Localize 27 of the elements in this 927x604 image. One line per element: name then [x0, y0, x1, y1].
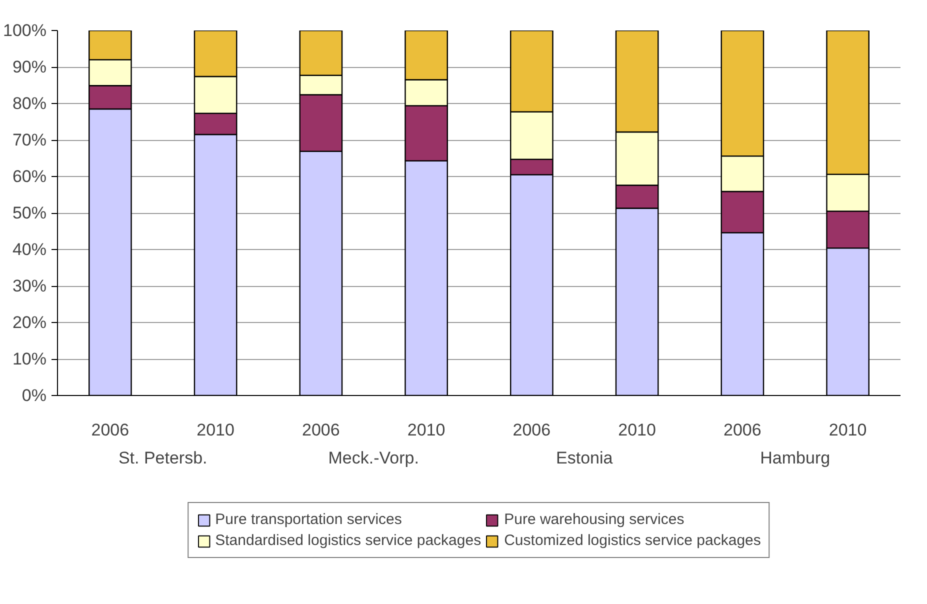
- x-tick-label: 2010: [407, 420, 446, 440]
- text: St. Petersb.: [118, 448, 208, 468]
- x-tick-label: 2006: [512, 420, 551, 440]
- x-tick-label: 2010: [196, 420, 234, 440]
- x-tick-label: 2010: [618, 420, 656, 440]
- y-tick-label: 40%: [12, 240, 47, 259]
- y-tick-label: 20%: [12, 313, 47, 332]
- text: Meck.-Vorp.: [328, 448, 419, 468]
- legend-label: Pure warehousing services: [504, 511, 684, 528]
- y-tick-label: 100%: [3, 21, 47, 40]
- x-tick-label: 2010: [828, 420, 867, 440]
- y-tick-label: 80%: [12, 94, 47, 113]
- y-tick-label: 50%: [12, 204, 47, 222]
- y-tick-label: 30%: [12, 276, 47, 296]
- x-tick-label: 2006: [724, 420, 762, 440]
- y-tick-label: 60%: [12, 167, 47, 186]
- x-tick-label: 2006: [91, 420, 130, 440]
- x-tick-label: 2006: [302, 420, 340, 440]
- text: Estonia: [556, 448, 614, 468]
- text: Hamburg: [760, 448, 830, 468]
- legend-label: Standardised logistics service packages: [215, 532, 482, 549]
- legend-label: Customized logistics service packages: [504, 532, 761, 549]
- y-tick-label: 10%: [12, 350, 47, 368]
- legend-label: Pure transportation services: [215, 511, 402, 528]
- y-tick-label: 70%: [12, 130, 47, 150]
- y-tick-label: 90%: [12, 58, 47, 76]
- y-tick-label: 0%: [22, 386, 47, 405]
